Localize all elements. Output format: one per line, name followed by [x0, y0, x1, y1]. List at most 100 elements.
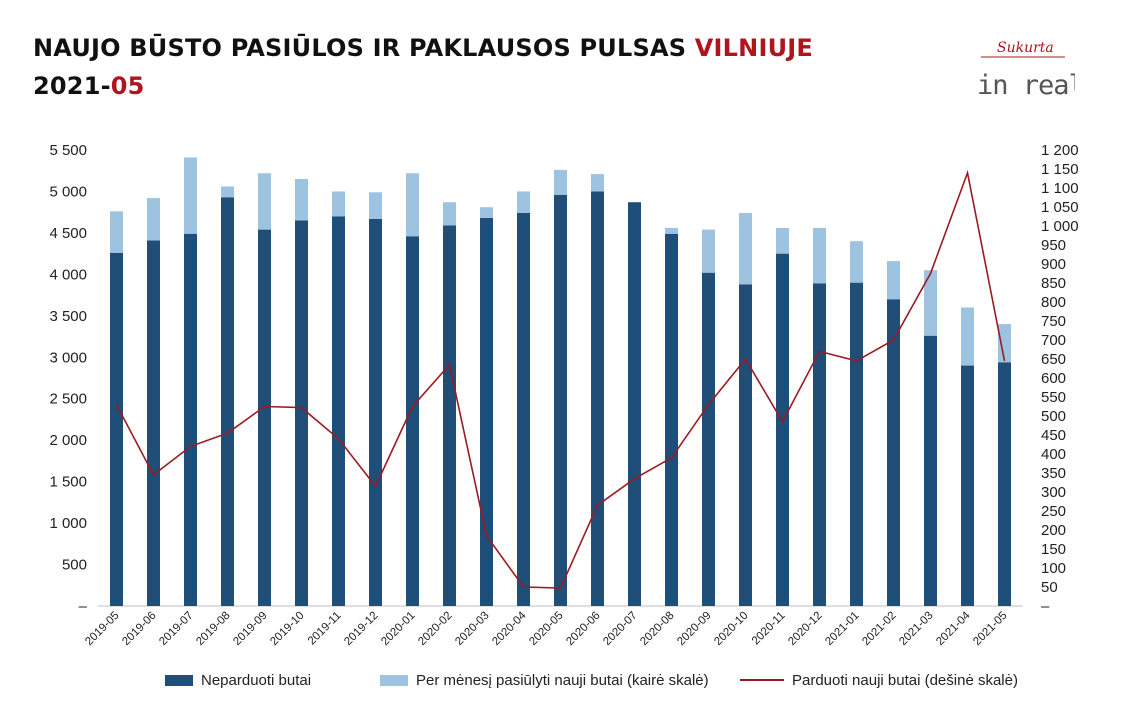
left-tick-label: 2 000 [49, 432, 87, 449]
right-tick-label: 1 050 [1041, 199, 1079, 216]
right-tick-label: 600 [1041, 370, 1066, 387]
title-main: NAUJO BŪSTO PASIŪLOS IR PAKLAUSOS PULSAS [33, 34, 695, 62]
sold-series-line [115, 169, 1006, 589]
right-tick-label: 50 [1041, 579, 1058, 596]
x-tick-label: 2020-11 [750, 610, 788, 648]
x-tick-label: 2020-04 [490, 609, 529, 648]
legend-item-unsold: Neparduoti butai [165, 668, 311, 692]
bar-unsold [702, 272, 715, 606]
bar-unsold [369, 218, 382, 606]
legend-item-offered: Per mėnesį pasiūlyti nauji butai (kairė … [380, 668, 709, 692]
left-tick-label: 4 000 [49, 266, 87, 283]
bar-unsold [665, 233, 678, 607]
right-tick-label: 750 [1041, 313, 1066, 330]
right-tick-label: 350 [1041, 465, 1066, 482]
logo-brand: in real [977, 70, 1075, 101]
bar-unsold [332, 216, 345, 606]
right-tick-label: 950 [1041, 237, 1066, 254]
bar-offered [961, 307, 974, 366]
legend-label-offered: Per mėnesį pasiūlyti nauji butai (kairė … [416, 671, 709, 689]
legend-item-sold: Parduoti nauji butai (dešinė skalė) [740, 668, 1018, 692]
legend-swatch-offered [380, 674, 408, 686]
bar-offered [258, 173, 271, 230]
bar-offered [739, 213, 752, 285]
right-tick-label: 250 [1041, 503, 1066, 520]
title-city: VILNIUJE [694, 34, 814, 62]
bar-unsold [406, 236, 419, 606]
left-tick-label: 1 500 [49, 474, 87, 491]
bar-offered [813, 227, 826, 284]
bar-offered [443, 202, 456, 226]
right-tick-label: – [1041, 598, 1050, 615]
x-tick-label: 2020-06 [564, 610, 602, 648]
bar-offered [554, 169, 567, 195]
left-tick-label: 5 500 [49, 142, 87, 159]
bar-unsold [813, 283, 826, 606]
period-month: 05 [110, 72, 145, 100]
bar-offered [184, 157, 197, 234]
right-tick-label: 700 [1041, 332, 1066, 349]
right-tick-label: 450 [1041, 427, 1066, 444]
chart-title: NAUJO BŪSTO PASIŪLOS IR PAKLAUSOS PULSAS… [33, 34, 813, 62]
right-tick-label: 1 100 [1041, 180, 1079, 197]
x-tick-label: 2020-08 [638, 610, 676, 648]
bar-unsold [295, 220, 308, 607]
x-tick-label: 2020-10 [712, 610, 750, 648]
right-tick-label: 200 [1041, 522, 1066, 539]
right-tick-label: 900 [1041, 256, 1066, 273]
left-tick-label: 500 [62, 557, 87, 574]
bar-unsold [221, 197, 234, 606]
bar-unsold [739, 284, 752, 606]
chart-period: 2021-05 [33, 72, 145, 100]
right-tick-label: 300 [1041, 484, 1066, 501]
bar-unsold [776, 253, 789, 607]
x-tick-label: 2021-01 [823, 610, 861, 648]
x-tick-label: 2019-10 [268, 610, 306, 648]
bar-offered [221, 186, 234, 198]
x-tick-label: 2019-09 [231, 610, 269, 648]
right-tick-label: 1 200 [1041, 142, 1079, 159]
left-tick-label: 3 500 [49, 308, 87, 325]
x-tick-label: 2020-12 [786, 610, 824, 648]
left-tick-label: 4 500 [49, 225, 87, 242]
left-tick-label: – [79, 598, 88, 615]
bar-unsold [184, 233, 197, 607]
bar-unsold [850, 282, 863, 606]
x-tick-label: 2019-07 [157, 610, 195, 648]
bar-unsold [443, 225, 456, 606]
x-tick-label: 2020-07 [601, 610, 639, 648]
bar-unsold [924, 335, 937, 606]
bar-offered [776, 227, 789, 254]
bar-offered [110, 211, 123, 253]
x-axis: 2019-052019-062019-072019-082019-092019-… [83, 609, 1009, 648]
right-tick-label: 650 [1041, 351, 1066, 368]
bar-unsold [147, 240, 160, 606]
left-tick-label: 1 000 [49, 515, 87, 532]
right-tick-label: 500 [1041, 408, 1066, 425]
bar-unsold [480, 217, 493, 606]
left-axis: – 500 1 000 1 500 2 000 2 500 3 000 3 500 4 000 4… [49, 142, 87, 615]
x-tick-label: 2019-06 [120, 610, 158, 648]
legend-label-unsold: Neparduoti butai [201, 671, 312, 689]
right-tick-label: 850 [1041, 275, 1066, 292]
bar-unsold [961, 365, 974, 606]
bar-offered [295, 179, 308, 221]
bar-offered [591, 174, 604, 192]
x-tick-label: 2019-08 [194, 610, 232, 648]
bar-offered [332, 191, 345, 217]
legend: Neparduoti butai Per mėnesį pasiūlyti na… [0, 668, 1138, 692]
bar-offered [147, 198, 160, 241]
bar-offered [998, 324, 1011, 363]
chart-area: – 500 1 000 1 500 2 000 2 500 3 000 3 500 4 000 4… [49, 142, 1079, 648]
bar-unsold [110, 252, 123, 607]
x-tick-label: 2019-05 [83, 610, 121, 648]
bar-offered [480, 207, 493, 218]
bar-offered [887, 261, 900, 300]
legend-swatch-sold [740, 679, 784, 681]
bar-offered [517, 191, 530, 214]
logo-tagline: Sukurta [997, 40, 1054, 56]
right-tick-label: 100 [1041, 560, 1066, 577]
right-tick-label: 400 [1041, 446, 1066, 463]
bar-offered [924, 270, 937, 336]
bar-offered [406, 173, 419, 237]
